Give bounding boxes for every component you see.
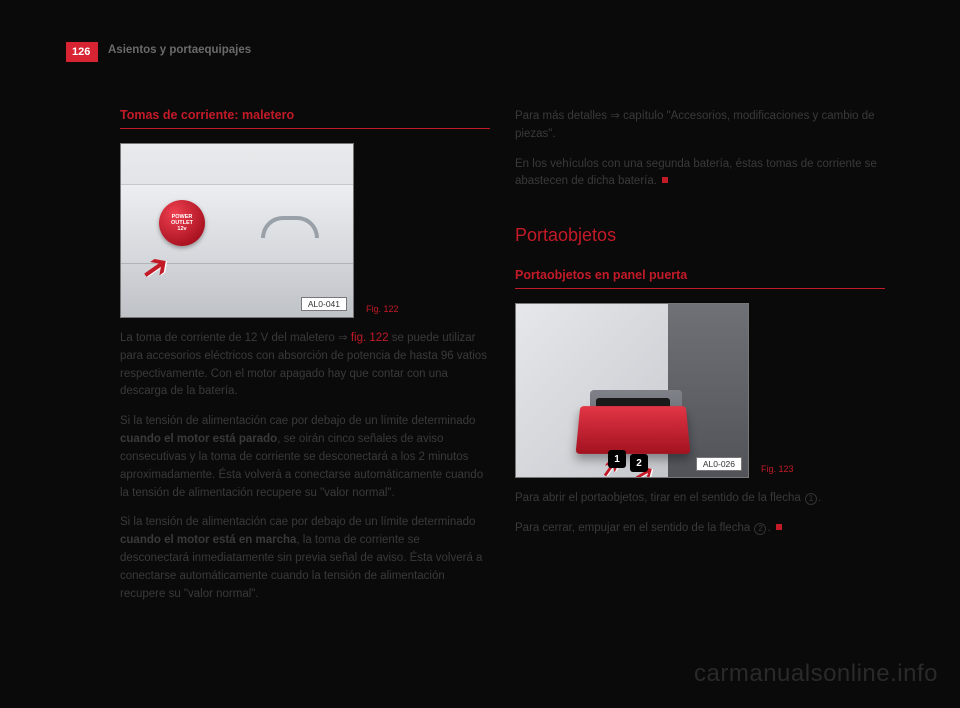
figure-122-image: POWER OUTLET 12v ➔ AL0-041 [120, 143, 354, 318]
paragraph: Si la tensión de alimentación cae por de… [120, 514, 490, 603]
right-column: Para más detalles ⇒ capítulo "Accesorios… [515, 108, 885, 550]
text: Si la tensión de alimentación cae por de… [120, 415, 475, 427]
text: En los vehículos con una segunda batería… [515, 158, 877, 188]
text: . [818, 492, 821, 504]
page-number-tab: 126 [66, 42, 98, 62]
paragraph: Para cerrar, empujar en el sentido de la… [515, 520, 885, 538]
callout-badge-2: 2 [630, 454, 648, 472]
storage-pocket-lid [576, 406, 691, 454]
text: . [767, 522, 770, 534]
text: Para abrir el portaobjetos, tirar en el … [515, 492, 804, 504]
figure-code-label: AL0-041 [301, 297, 347, 311]
chapter-title: Asientos y portaequipajes [108, 44, 251, 56]
figure-123: ➔ ➔ 1 2 AL0-026 Fig. 123 [515, 303, 885, 478]
paragraph: Si la tensión de alimentación cae por de… [120, 413, 490, 502]
figure-123-caption: Fig. 123 [761, 464, 794, 474]
outlet-label-3: 12v [177, 226, 186, 232]
figure-122-caption: Fig. 122 [366, 304, 399, 314]
paragraph: Para más detalles ⇒ capítulo "Accesorios… [515, 108, 885, 144]
rule [120, 128, 490, 129]
figure-code-label: AL0-026 [696, 457, 742, 471]
paragraph: En los vehículos con una segunda batería… [515, 156, 885, 192]
text-bold: cuando el motor está en marcha [120, 534, 296, 546]
text: Para cerrar, empujar en el sentido de la… [515, 522, 753, 534]
text-bold: cuando el motor está parado [120, 433, 277, 445]
end-marker-icon [776, 524, 782, 530]
callout-ref-1: 1 [805, 493, 817, 505]
text: La toma de corriente de 12 V del maleter… [120, 332, 351, 344]
end-marker-icon [662, 177, 668, 183]
section-title: Portaobjetos [515, 225, 885, 246]
figure-123-image: ➔ ➔ 1 2 AL0-026 [515, 303, 749, 478]
callout-badge-1: 1 [608, 450, 626, 468]
left-column: Tomas de corriente: maletero POWER OUTLE… [120, 108, 490, 615]
callout-ref-2: 2 [754, 523, 766, 535]
paragraph: La toma de corriente de 12 V del maleter… [120, 330, 490, 401]
subheading-right: Portaobjetos en panel puerta [515, 268, 885, 282]
text: Si la tensión de alimentación cae por de… [120, 516, 475, 528]
power-outlet: POWER OUTLET 12v [159, 200, 205, 246]
figure-122: POWER OUTLET 12v ➔ AL0-041 Fig. 122 [120, 143, 490, 318]
watermark: carmanualsonline.info [694, 660, 938, 688]
paragraph: Para abrir el portaobjetos, tirar en el … [515, 490, 885, 508]
rule [515, 288, 885, 289]
figure-reference: fig. 122 [351, 332, 389, 344]
subheading-left: Tomas de corriente: maletero [120, 108, 490, 122]
